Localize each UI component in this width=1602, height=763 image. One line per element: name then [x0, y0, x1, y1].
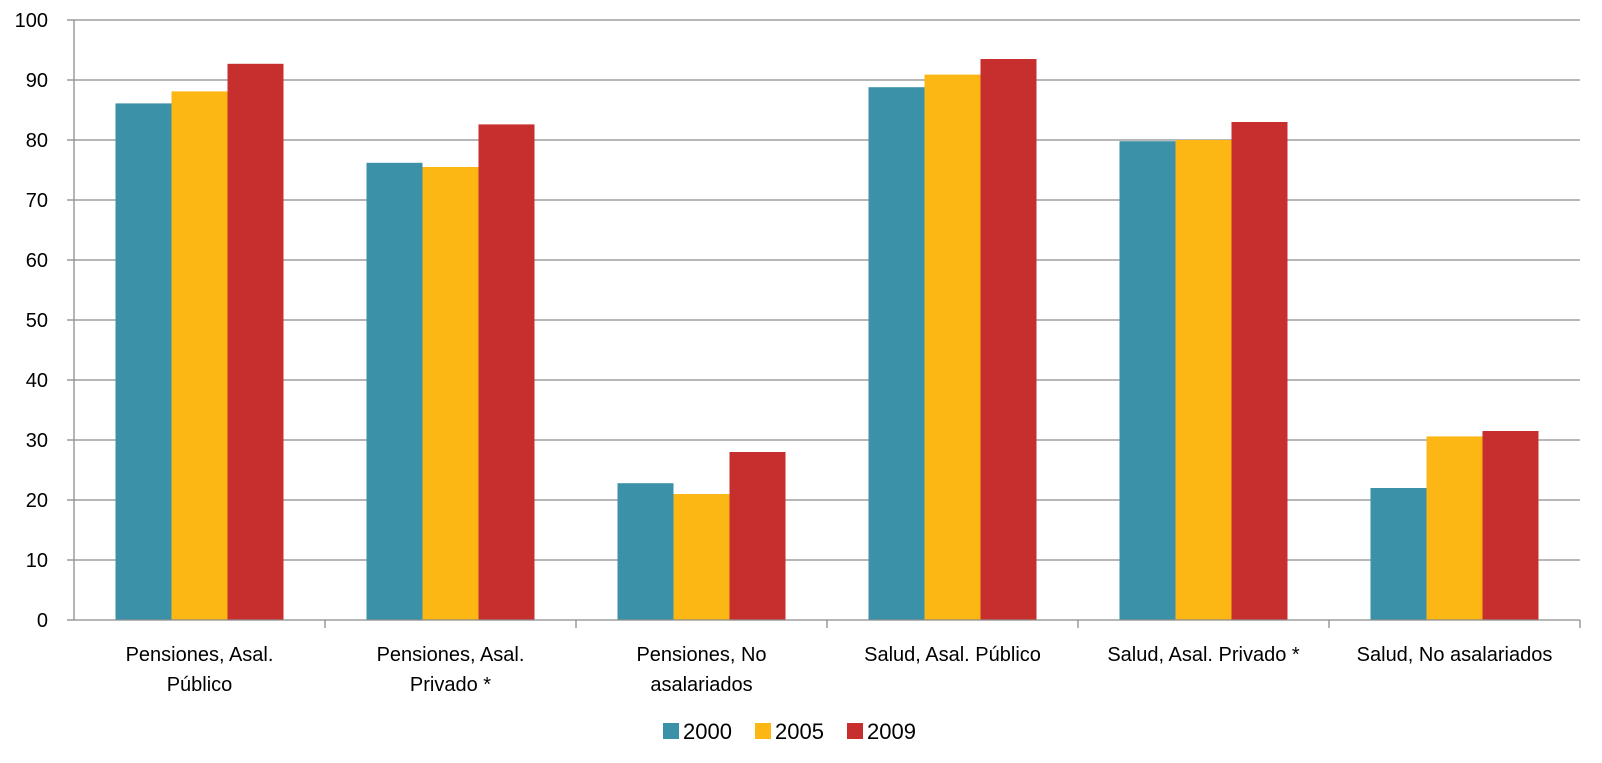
bar-2009[interactable]	[478, 124, 535, 621]
bar-2000[interactable]	[1119, 141, 1176, 620]
bar-2005[interactable]	[1426, 436, 1483, 620]
y-tick-label: 0	[37, 610, 48, 632]
y-axis-tick-labels: 0 10 20 30 40 50 60 70 80 90 100	[15, 10, 74, 632]
y-tick-label: 20	[26, 490, 48, 512]
legend-swatch	[847, 723, 863, 739]
bar-2000[interactable]	[115, 103, 172, 620]
bar-2000[interactable]	[868, 87, 925, 620]
bar-2009[interactable]	[729, 452, 786, 620]
bar-2000[interactable]	[366, 162, 423, 621]
category-labels: Pensiones, Asal. Público Pensiones, Asal. P…	[126, 644, 1553, 696]
legend-label: 2009	[867, 719, 916, 744]
bar-2005[interactable]	[422, 167, 479, 620]
legend-item-2000[interactable]: 2000	[663, 719, 732, 744]
legend-item-2009[interactable]: 2009	[847, 719, 916, 744]
y-tick-label: 10	[26, 550, 48, 572]
legend-swatch	[663, 723, 679, 739]
bar-2005[interactable]	[924, 74, 981, 621]
category-label: Pensiones, Asal. Privado *	[377, 644, 525, 696]
bar-2005[interactable]	[171, 91, 228, 620]
bar-2000[interactable]	[1370, 488, 1427, 620]
axes	[73, 20, 1581, 628]
y-tick-label: 90	[26, 70, 48, 92]
bar-2009[interactable]	[980, 59, 1037, 620]
bar-2005[interactable]	[673, 494, 730, 620]
gridlines	[74, 19, 1580, 561]
legend-label: 2005	[775, 719, 824, 744]
bar-2009[interactable]	[1231, 122, 1288, 620]
y-tick-label: 60	[26, 250, 48, 272]
category-label: Pensiones, No asalariados	[636, 644, 766, 696]
category-label: Salud, Asal. Público	[864, 644, 1041, 666]
y-tick-label: 30	[26, 430, 48, 452]
bars	[115, 59, 1539, 621]
y-tick-label: 70	[26, 190, 48, 212]
category-label: Pensiones, Asal. Público	[126, 644, 274, 696]
bar-2009[interactable]	[1482, 431, 1539, 620]
y-tick-label: 40	[26, 370, 48, 392]
legend-item-2005[interactable]: 2005	[755, 719, 824, 744]
legend-label: 2000	[683, 719, 732, 744]
y-tick-label: 100	[15, 10, 48, 32]
y-tick-label: 80	[26, 130, 48, 152]
category-label: Salud, No asalariados	[1357, 644, 1553, 666]
legend-swatch	[755, 723, 771, 739]
bar-2005[interactable]	[1175, 140, 1232, 620]
y-tick-label: 50	[26, 310, 48, 332]
bar-2000[interactable]	[617, 483, 674, 620]
legend[interactable]: 2000 2005 2009	[663, 719, 916, 744]
category-label: Salud, Asal. Privado *	[1107, 644, 1300, 666]
bar-2009[interactable]	[227, 63, 284, 621]
